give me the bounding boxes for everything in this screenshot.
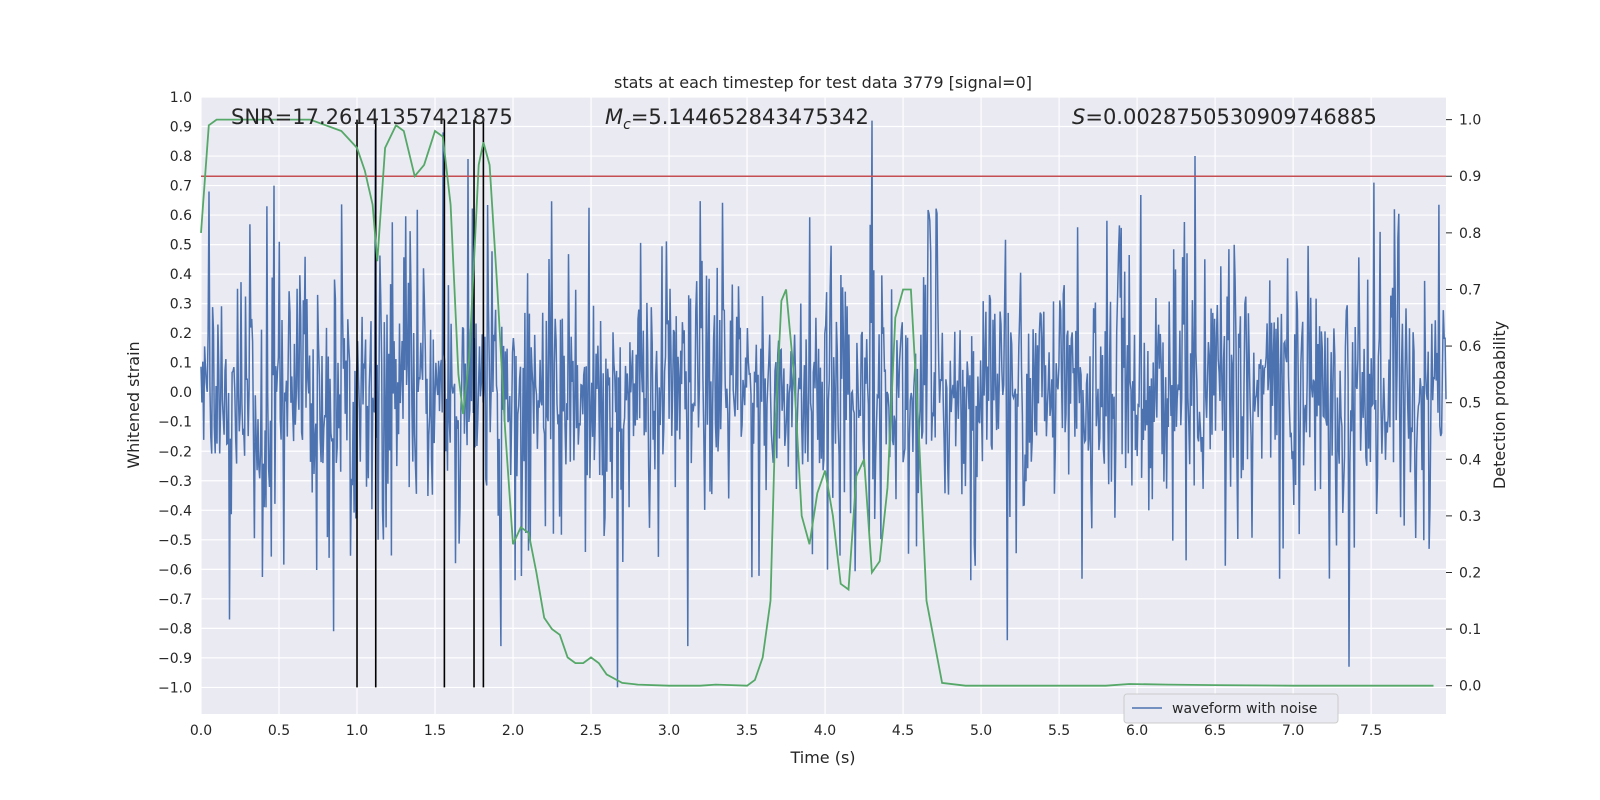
y-tick-label: 0.7 [170,179,192,195]
y-tick-label: −1.0 [158,680,192,696]
chirp-mass-annotation: Mc=5.144652843475342 [605,105,869,133]
y2-tick-label: 0.8 [1459,226,1481,242]
x-tick-label: 1.5 [424,723,446,739]
y2-tick-label: 0.7 [1459,282,1481,298]
y-tick-label: 0.2 [170,326,192,342]
y-tick-label: 0.5 [170,238,192,254]
y-tick-label: −0.9 [158,651,192,667]
waveform-line [200,120,1447,688]
y-tick-label: −0.5 [158,533,192,549]
y-tick-label: 0.3 [170,297,192,313]
x-tick-label: 1.0 [346,723,368,739]
s-annotation: S=0.0028750530909746885 [1072,105,1377,129]
y-tick-label: 0.8 [170,149,192,165]
y-tick-label: 0.1 [170,356,192,372]
x-tick-label: 2.5 [580,723,602,739]
probability-line [200,118,1434,687]
y-tick-label: −0.2 [158,444,192,460]
y2-tick-label: 0.1 [1459,622,1481,638]
x-tick-label: 3.5 [736,723,758,739]
legend-label: waveform with noise [1172,701,1317,717]
y-tick-label: 0.4 [170,267,192,283]
waveform-series [200,120,1447,688]
x-axis-label: Time (s) [789,748,855,767]
y-tick-label: −0.7 [158,592,192,608]
y-tick-label: −0.4 [158,503,192,519]
y2-tick-label: 0.9 [1459,169,1481,185]
legend-box [1123,693,1339,724]
snr-annotation: SNR=17.26141357421875 [231,105,513,129]
y2-tick-label: 0.5 [1459,396,1481,412]
y-tick-label: 0.9 [170,120,192,136]
x-tick-label: 7.5 [1360,723,1382,739]
x-axis-ticks: 0.0 0.5 1.0 1.5 2.0 2.5 3.0 3.5 4.0 4.5 5.0 5.5 6.0 6… [190,723,1382,739]
x-tick-label: 3.0 [658,723,680,739]
y2-tick-label: 0.3 [1459,509,1481,525]
x-tick-label: 5.5 [1048,723,1070,739]
y-tick-label: −0.8 [158,621,192,637]
x-tick-label: 5.0 [970,723,992,739]
left-axis-ticks: 1.0 0.9 0.8 0.7 0.6 0.5 0.4 0.3 0.2 0.1 0.0 −0.1 −0.… [158,90,192,696]
y-tick-label: 0.0 [170,385,192,401]
y-tick-label: −0.1 [158,415,192,431]
x-tick-label: 4.5 [892,723,914,739]
y2-tick-label: 0.6 [1459,339,1481,355]
y-tick-label: −0.3 [158,474,192,490]
x-tick-label: 0.5 [268,723,290,739]
y2-tick-label: 1.0 [1459,113,1481,129]
x-tick-label: 6.0 [1126,723,1148,739]
y-axis-label: Whitened strain [124,341,143,468]
y-tick-label: 0.6 [170,208,192,224]
x-tick-label: 2.0 [502,723,524,739]
y2-tick-label: 0.2 [1459,565,1481,581]
y-tick-label: −0.6 [158,562,192,578]
y2-tick-label: 0.4 [1459,452,1481,468]
legend: waveform with noise [1123,693,1339,724]
chart-title: stats at each timestep for test data 377… [614,73,1032,92]
y2-axis-label: Detection probability [1490,321,1509,489]
probability-series [200,118,1434,687]
x-tick-label: 7.0 [1282,723,1304,739]
x-tick-label: 4.0 [814,723,836,739]
x-tick-label: 0.0 [190,723,212,739]
y2-tick-label: 0.0 [1459,679,1481,695]
y-tick-label: 1.0 [170,90,192,106]
x-tick-label: 6.5 [1204,723,1226,739]
vertical-markers [356,119,485,688]
right-axis-ticks: 1.0 0.9 0.8 0.7 0.6 0.5 0.4 0.3 0.2 0.1 0.0 [1446,113,1481,695]
